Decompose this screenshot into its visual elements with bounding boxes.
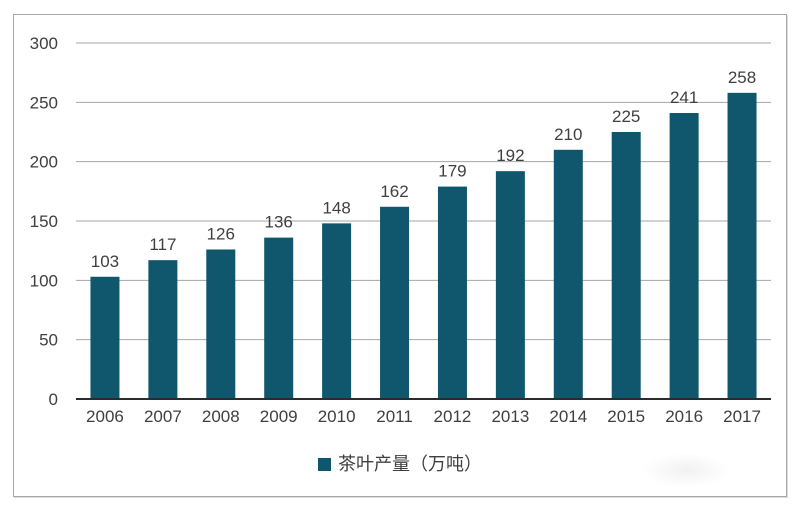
value-label-2009: 136 — [265, 213, 293, 232]
x-tick-2016: 2016 — [665, 407, 703, 426]
x-tick-2007: 2007 — [144, 407, 182, 426]
x-tick-2008: 2008 — [202, 407, 240, 426]
bar-2015 — [611, 132, 641, 399]
value-label-2010: 148 — [322, 198, 350, 217]
x-tick-2012: 2012 — [434, 407, 472, 426]
y-tick-50: 50 — [39, 331, 58, 350]
x-tick-2017: 2017 — [723, 407, 761, 426]
bar-2011 — [380, 206, 410, 399]
legend-swatch-icon — [318, 457, 331, 471]
bar-2012 — [437, 186, 467, 399]
x-tick-2014: 2014 — [549, 407, 587, 426]
y-tick-300: 300 — [30, 34, 58, 53]
value-label-2008: 126 — [207, 224, 235, 243]
x-tick-2006: 2006 — [86, 407, 124, 426]
x-tick-2010: 2010 — [318, 407, 356, 426]
bar-2006 — [90, 276, 120, 399]
bar-2010 — [322, 223, 352, 399]
value-label-2013: 192 — [496, 146, 524, 165]
y-tick-150: 150 — [30, 212, 58, 231]
value-label-2015: 225 — [612, 107, 640, 126]
value-label-2012: 179 — [438, 162, 466, 181]
bar-2009 — [264, 237, 294, 399]
legend: 茶叶产量（万吨） — [14, 454, 786, 474]
chart-frame: 0 50 100 150 200 250 300 103 2006 117 2007 126 2008 1… — [13, 14, 787, 497]
value-label-2011: 162 — [380, 182, 408, 201]
x-tick-2009: 2009 — [260, 407, 298, 426]
value-label-2006: 103 — [91, 252, 119, 271]
value-label-2014: 210 — [554, 125, 582, 144]
bar-chart: 0 50 100 150 200 250 300 103 2006 117 2007 126 2008 1… — [30, 34, 771, 426]
legend-label: 茶叶产量（万吨） — [338, 454, 482, 474]
y-tick-200: 200 — [30, 153, 58, 172]
bar-2014 — [553, 149, 583, 399]
bar-2017 — [727, 92, 757, 399]
x-tick-2011: 2011 — [376, 407, 413, 426]
y-tick-0: 0 — [49, 390, 58, 409]
value-label-2016: 241 — [670, 88, 698, 107]
x-tick-2013: 2013 — [491, 407, 529, 426]
bar-2008 — [206, 249, 236, 399]
y-tick-250: 250 — [30, 93, 58, 112]
value-label-2007: 117 — [149, 235, 176, 254]
y-tick-100: 100 — [30, 271, 58, 290]
bar-2007 — [148, 260, 178, 399]
x-tick-2015: 2015 — [607, 407, 645, 426]
value-label-2017: 258 — [728, 68, 756, 87]
bar-2013 — [495, 171, 525, 399]
bar-2016 — [669, 113, 699, 399]
